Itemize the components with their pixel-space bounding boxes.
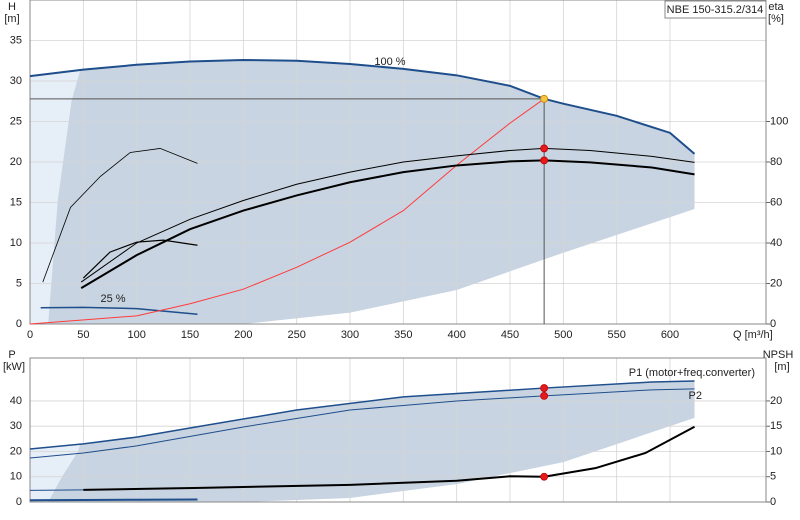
y2-tick-label: 80 — [770, 156, 782, 168]
curve-label: 25 % — [100, 293, 125, 305]
operating-range — [48, 59, 695, 324]
curve-label: 100 % — [374, 56, 405, 68]
y2-tick-label: 10 — [770, 445, 782, 457]
y2-tick-label: 100 — [770, 115, 788, 127]
y2-tick-label: 0 — [770, 318, 776, 330]
y-tick-label: 35 — [10, 34, 22, 46]
y-tick-label: 20 — [10, 445, 22, 457]
y-tick-label: 10 — [10, 237, 22, 249]
x-tick-label: 150 — [181, 329, 199, 341]
curve — [80, 147, 695, 283]
y-axis-unit: [kW] — [3, 361, 25, 373]
curve — [40, 306, 198, 316]
y2-axis-label: eta — [768, 1, 784, 13]
operating-range — [30, 70, 81, 324]
title-box — [664, 0, 767, 19]
x-tick-label: 200 — [234, 329, 252, 341]
x-tick-label: 450 — [501, 329, 519, 341]
y-tick-label: 15 — [10, 196, 22, 208]
curve — [83, 425, 696, 491]
curve — [80, 159, 695, 290]
duty-point — [540, 94, 549, 103]
curve-label: P1 (motor+freq.converter) — [629, 367, 755, 379]
x-tick-label: 50 — [77, 329, 89, 341]
plot-frame — [29, 0, 767, 325]
y2-tick-label: 0 — [770, 496, 776, 508]
y-tick-label: 0 — [16, 496, 22, 508]
x-tick-label: 500 — [554, 329, 572, 341]
y-tick-label: 20 — [10, 156, 22, 168]
x-tick-label: 100 — [127, 329, 145, 341]
chart-title: NBE 150-315.2/314 — [667, 4, 764, 16]
curve — [42, 148, 198, 283]
y-tick-label: 5 — [16, 277, 22, 289]
duty-point — [540, 391, 549, 400]
y2-axis-label: NPSH — [763, 349, 794, 361]
curve — [29, 98, 545, 325]
y2-axis-unit: [m] — [774, 361, 789, 373]
x-tick-label: 0 — [27, 329, 33, 341]
y2-tick-label: 40 — [770, 237, 782, 249]
x-tick-label: 350 — [394, 329, 412, 341]
y-tick-label: 30 — [10, 75, 22, 87]
y-tick-label: 25 — [10, 115, 22, 127]
duty-point — [540, 384, 549, 392]
y-axis-label: H — [8, 1, 16, 13]
y2-tick-label: 15 — [770, 420, 782, 432]
y-axis-unit: [m] — [4, 13, 19, 25]
curve — [82, 239, 198, 279]
operating-range — [48, 380, 695, 502]
curve — [29, 388, 695, 459]
y-axis-label: P — [8, 349, 15, 361]
duty-point — [540, 472, 549, 481]
curve — [29, 380, 695, 450]
x-tick-label: 400 — [447, 329, 465, 341]
x-tick-label: 600 — [661, 329, 679, 341]
curve — [29, 58, 696, 155]
curve — [29, 498, 198, 502]
duty-point — [540, 156, 549, 165]
x-axis-label: Q [m³/h] — [733, 329, 773, 341]
x-tick-label: 550 — [607, 329, 625, 341]
y-tick-label: 40 — [10, 395, 22, 407]
operating-range — [30, 443, 81, 502]
duty-point — [540, 144, 549, 153]
y2-tick-label: 20 — [770, 277, 782, 289]
y2-tick-label: 20 — [770, 395, 782, 407]
x-tick-label: 300 — [341, 329, 359, 341]
curve — [29, 489, 84, 491]
curve-label: P2 — [689, 390, 702, 402]
y2-tick-label: 60 — [770, 196, 782, 208]
y2-tick-label: 5 — [770, 471, 776, 483]
y-tick-label: 10 — [10, 471, 22, 483]
plot-frame — [29, 357, 767, 503]
x-tick-label: 250 — [287, 329, 305, 341]
y-tick-label: 30 — [10, 420, 22, 432]
y2-axis-unit: [%] — [768, 13, 784, 25]
y-tick-label: 0 — [16, 318, 22, 330]
